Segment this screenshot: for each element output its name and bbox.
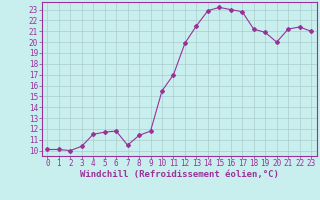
X-axis label: Windchill (Refroidissement éolien,°C): Windchill (Refroidissement éolien,°C): [80, 170, 279, 179]
